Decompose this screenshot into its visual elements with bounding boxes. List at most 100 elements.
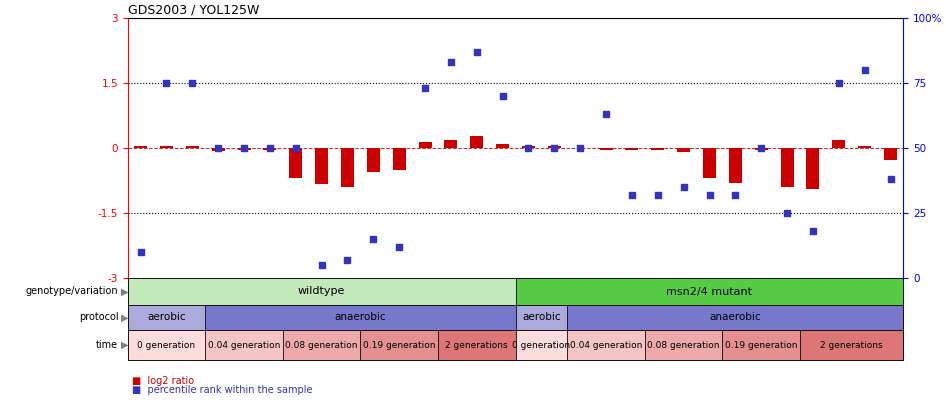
Point [184, 80, 200, 86]
Text: wildtype: wildtype [298, 286, 345, 296]
Text: 0.04 generation: 0.04 generation [208, 341, 280, 350]
Point [392, 243, 407, 250]
Point [624, 192, 639, 198]
Point [262, 145, 277, 151]
Point [572, 145, 587, 151]
Text: time: time [96, 340, 118, 350]
Bar [723, 330, 800, 360]
Bar [884, 148, 897, 160]
Bar [160, 146, 173, 148]
Point [340, 256, 355, 263]
Bar [128, 305, 205, 330]
Point [314, 262, 329, 268]
Bar [283, 330, 360, 360]
Point [599, 111, 614, 117]
Text: 0.08 generation: 0.08 generation [286, 341, 358, 350]
Text: GDS2003 / YOL125W: GDS2003 / YOL125W [128, 4, 259, 17]
Bar [128, 278, 516, 305]
Point [805, 228, 820, 234]
Bar [418, 141, 431, 148]
Bar [516, 305, 568, 330]
Bar [651, 148, 664, 150]
Bar [237, 148, 251, 150]
Bar [360, 330, 438, 360]
Text: ■  percentile rank within the sample: ■ percentile rank within the sample [132, 385, 313, 395]
Bar [341, 148, 354, 187]
Point [159, 80, 174, 86]
Bar [703, 148, 716, 178]
Text: 0 generation: 0 generation [513, 341, 570, 350]
Point [754, 145, 769, 151]
Point [702, 192, 717, 198]
Bar [600, 148, 612, 150]
Point [469, 49, 484, 55]
Point [444, 59, 459, 66]
Point [495, 93, 510, 99]
Point [417, 85, 432, 92]
Bar [858, 146, 871, 148]
Bar [625, 148, 639, 150]
Text: anaerobic: anaerobic [710, 313, 762, 322]
Text: 0.19 generation: 0.19 generation [363, 341, 435, 350]
Point [883, 176, 898, 182]
Bar [212, 148, 224, 151]
Bar [568, 330, 645, 360]
Text: ▶: ▶ [121, 340, 129, 350]
Text: 2 generations: 2 generations [820, 341, 883, 350]
Point [133, 249, 149, 255]
Text: ▶: ▶ [121, 313, 129, 322]
Bar [470, 136, 483, 148]
Bar [134, 146, 147, 148]
Bar [445, 140, 457, 148]
Text: aerobic: aerobic [522, 313, 561, 322]
Bar [185, 146, 199, 148]
Point [832, 80, 847, 86]
Text: ▶: ▶ [121, 286, 129, 296]
Text: msn2/4 mutant: msn2/4 mutant [667, 286, 752, 296]
Bar [522, 146, 534, 148]
Bar [205, 330, 283, 360]
Text: genotype/variation: genotype/variation [26, 286, 118, 296]
Bar [516, 278, 903, 305]
Bar [677, 148, 690, 152]
Point [780, 210, 795, 216]
Bar [645, 330, 723, 360]
Text: 0.04 generation: 0.04 generation [569, 341, 642, 350]
Point [650, 192, 665, 198]
Text: aerobic: aerobic [148, 313, 185, 322]
Bar [728, 148, 742, 183]
Point [211, 145, 226, 151]
Bar [800, 330, 903, 360]
Text: 0.08 generation: 0.08 generation [647, 341, 720, 350]
Text: ■  log2 ratio: ■ log2 ratio [132, 376, 195, 386]
Bar [205, 305, 516, 330]
Bar [568, 305, 903, 330]
Text: 2 generations: 2 generations [446, 341, 508, 350]
Point [676, 184, 692, 190]
Bar [393, 148, 406, 170]
Bar [438, 330, 516, 360]
Bar [315, 148, 328, 183]
Point [547, 145, 562, 151]
Bar [755, 148, 767, 150]
Text: 0 generation: 0 generation [137, 341, 196, 350]
Bar [548, 146, 561, 148]
Bar [832, 140, 845, 148]
Bar [806, 148, 819, 189]
Bar [128, 330, 205, 360]
Bar [516, 330, 568, 360]
Point [366, 236, 381, 242]
Bar [780, 148, 794, 187]
Point [857, 67, 872, 73]
Point [289, 145, 304, 151]
Point [236, 145, 252, 151]
Point [521, 145, 536, 151]
Bar [289, 148, 302, 178]
Text: 0.19 generation: 0.19 generation [725, 341, 797, 350]
Point [727, 192, 743, 198]
Text: anaerobic: anaerobic [335, 313, 386, 322]
Text: protocol: protocol [79, 313, 118, 322]
Bar [496, 144, 509, 148]
Bar [263, 148, 276, 150]
Bar [367, 148, 379, 172]
